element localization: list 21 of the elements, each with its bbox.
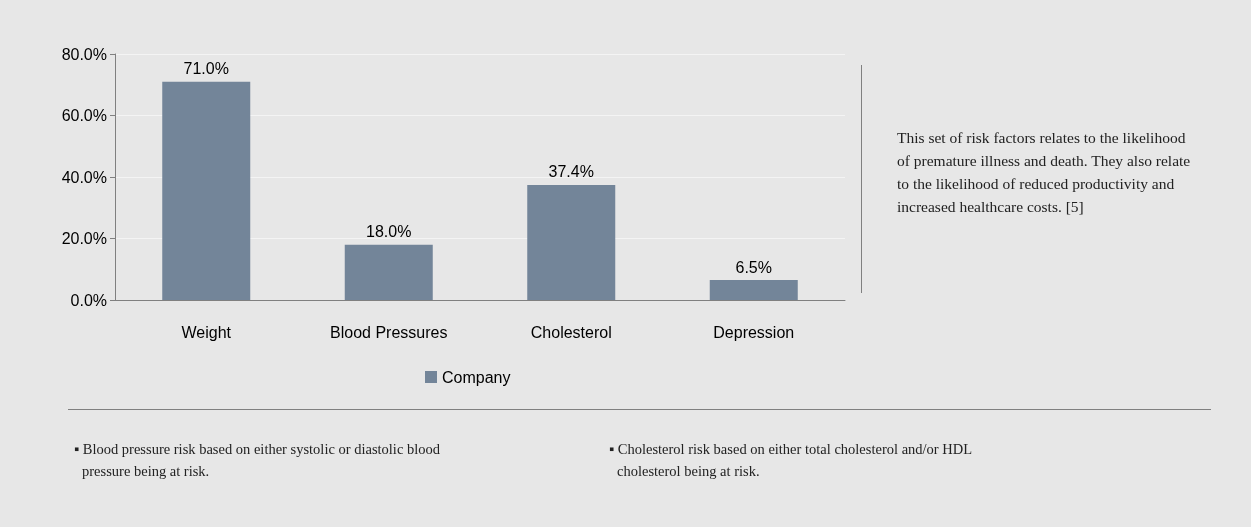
- text: ▪ Blood pressure risk based on either systolic or diastolic blood pressure being at risk.: [74, 440, 441, 481]
- y-tick-label: 40.0%: [61, 168, 107, 186]
- x-tick-label: Cholesterol: [530, 323, 612, 341]
- y-tick-label: 60.0%: [61, 107, 107, 124]
- legend-label: Company: [442, 368, 511, 386]
- bar: [709, 280, 798, 300]
- data-label: 37.4%: [548, 163, 594, 181]
- bar: [527, 185, 616, 300]
- y-tick-label: 80.0%: [61, 45, 107, 63]
- bar: [344, 244, 433, 300]
- x-tick-label: Depression: [713, 323, 795, 341]
- data-label: 71.0%: [183, 60, 229, 78]
- x-tick-label: Blood Pressures: [330, 323, 448, 341]
- y-tick-label: 0.0%: [70, 291, 107, 309]
- data-label: 18.0%: [366, 223, 412, 241]
- data-label: 6.5%: [735, 258, 772, 276]
- x-tick-label: Weight: [181, 323, 232, 341]
- bar: [162, 81, 251, 300]
- text: ▪ Cholesterol risk based on either total cholesterol and/or HDL cholesterol being at risk.: [609, 440, 973, 481]
- y-tick-label: 20.0%: [61, 230, 107, 247]
- text: This set of risk factors relates to the likelihood of premature illness and death. They also relate to the likelihood of reduced productivity and increased healthcare costs. [5]: [897, 128, 1192, 217]
